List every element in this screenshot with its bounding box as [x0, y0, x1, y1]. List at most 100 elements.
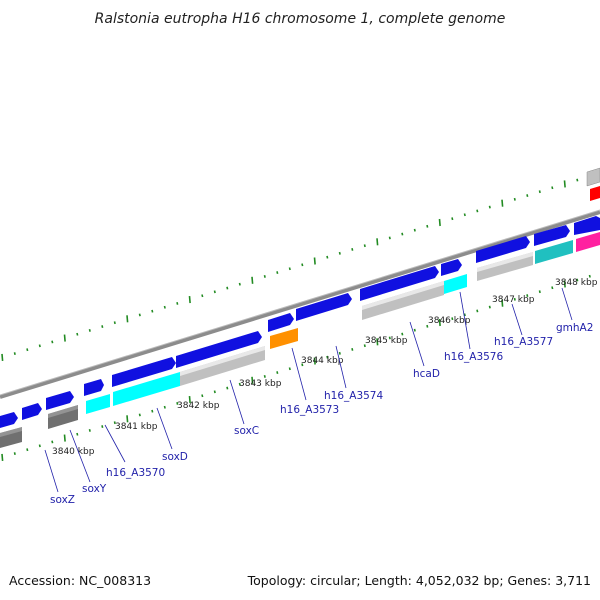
gene-bar-cyan-1[interactable]: [86, 394, 110, 414]
inner-minor-tick: [38, 444, 41, 448]
cds-arrow-13[interactable]: [574, 216, 600, 235]
leader-soxY: [69, 429, 91, 483]
outer-minor-tick: [101, 325, 104, 328]
outer-minor-tick: [363, 244, 366, 248]
leader-soxD: [156, 407, 173, 450]
cds-arrow-1[interactable]: [0, 412, 18, 428]
outer-minor-tick: [388, 236, 391, 240]
outer-minor-tick: [51, 340, 54, 344]
gene-label-gmhA2[interactable]: gmhA2: [556, 322, 593, 334]
inner-minor-tick: [463, 313, 466, 317]
inner-minor-tick: [513, 297, 516, 301]
outer-major-tick: [63, 334, 66, 342]
outer-minor-tick: [338, 251, 341, 255]
outer-minor-tick: [263, 275, 266, 278]
gene-label-h16_A3570[interactable]: h16_A3570: [106, 467, 165, 479]
gene-bar-orange[interactable]: [270, 328, 298, 349]
gene-label-soxD[interactable]: soxD: [162, 451, 188, 463]
cds-arrow-8[interactable]: [296, 293, 352, 321]
gene-bar-cyan-2[interactable]: [113, 372, 180, 406]
gene-bar-darkgray-1-shine: [0, 427, 22, 437]
cds-arrow-4[interactable]: [84, 379, 104, 396]
outer-minor-tick: [163, 305, 166, 309]
cds-arrow-5[interactable]: [112, 357, 176, 387]
leader-gmhA2: [561, 287, 573, 321]
leader-h16_A3570: [104, 424, 126, 463]
outer-minor-tick: [526, 194, 529, 197]
accession-text: Accession: NC_008313: [9, 573, 151, 588]
gene-label-h16_A3576[interactable]: h16_A3576: [444, 351, 503, 363]
feature-gray-top-right[interactable]: [586, 167, 600, 187]
outer-minor-tick: [213, 290, 216, 294]
outer-major-tick: [126, 315, 129, 323]
inner-minor-tick: [213, 390, 216, 394]
inner-minor-tick: [88, 429, 91, 432]
outer-minor-tick: [276, 271, 279, 274]
outer-minor-tick: [551, 186, 554, 190]
outer-minor-tick: [451, 217, 454, 221]
feature-red-top-right[interactable]: [590, 186, 600, 201]
outer-major-tick: [438, 218, 441, 227]
inner-minor-tick: [351, 348, 354, 351]
inner-major-tick: [1, 453, 4, 461]
inner-minor-tick: [413, 328, 416, 332]
inner-minor-tick: [338, 351, 341, 355]
inner-minor-tick: [13, 452, 16, 455]
map-title: Ralstonia eutropha H16 chromosome 1, com…: [95, 11, 506, 27]
topology-text: Topology: circular; Length: 4,052,032 bp…: [247, 573, 591, 588]
tick-track-inner: [1, 274, 591, 461]
inner-minor-tick: [576, 278, 579, 282]
cds-arrow-10[interactable]: [441, 259, 462, 276]
leader-h16_A3574: [335, 345, 347, 389]
outer-minor-tick: [401, 232, 404, 236]
gene-labels: soxZ soxY h16_A3570 soxD soxC h16_A3573 …: [50, 322, 593, 506]
outer-minor-tick: [88, 329, 91, 332]
gene-bar-magenta[interactable]: [576, 232, 600, 252]
gene-label-soxY[interactable]: soxY: [82, 483, 107, 495]
inner-minor-tick: [301, 363, 304, 367]
cds-arrow-9[interactable]: [360, 266, 439, 301]
leader-h16_A3576: [459, 291, 471, 350]
inner-major-tick: [188, 396, 191, 404]
gene-bar-cyan-3[interactable]: [444, 274, 467, 294]
outer-minor-tick: [176, 302, 179, 305]
gene-label-hcaD[interactable]: hcaD: [413, 368, 440, 380]
gene-label-h16_A3577[interactable]: h16_A3577: [494, 336, 553, 348]
inner-minor-tick: [526, 294, 529, 297]
outer-minor-tick: [138, 313, 141, 317]
inner-minor-tick: [288, 367, 291, 371]
gene-label-soxC[interactable]: soxC: [234, 425, 259, 437]
cds-arrow-7[interactable]: [268, 313, 294, 332]
cds-arrow-6[interactable]: [176, 331, 262, 368]
gene-bar-gray-3-shine: [477, 252, 533, 272]
cds-arrow-3[interactable]: [46, 391, 74, 410]
inner-major-tick: [126, 415, 129, 423]
inner-minor-tick: [113, 421, 116, 425]
gene-label-h16_A3573[interactable]: h16_A3573: [280, 404, 339, 416]
cds-arrow-2[interactable]: [22, 403, 42, 420]
outer-minor-tick: [351, 248, 354, 251]
kbp-label-3845: 3845 kbp: [365, 336, 408, 346]
gene-bar-teal[interactable]: [535, 240, 573, 264]
outer-minor-tick: [538, 190, 541, 194]
outer-minor-tick: [426, 224, 429, 228]
outer-major-tick: [313, 257, 316, 265]
leader-soxC: [229, 379, 245, 425]
outer-minor-tick: [301, 263, 304, 267]
gene-label-soxZ[interactable]: soxZ: [50, 494, 75, 506]
kbp-label-3840: 3840 kbp: [52, 447, 95, 457]
outer-minor-tick: [13, 352, 16, 355]
cds-arrow-12[interactable]: [534, 225, 570, 246]
kbp-label-3848: 3848 kbp: [555, 278, 598, 288]
inner-minor-tick: [101, 425, 104, 428]
inner-minor-tick: [138, 413, 141, 417]
outer-minor-tick: [576, 178, 579, 182]
gene-label-h16_A3574[interactable]: h16_A3574: [324, 390, 383, 402]
cds-arrow-11[interactable]: [476, 236, 530, 263]
outer-minor-tick: [288, 267, 291, 271]
outer-minor-tick: [326, 255, 329, 259]
leader-h16_A3573: [291, 347, 307, 401]
outer-minor-tick: [151, 309, 154, 313]
